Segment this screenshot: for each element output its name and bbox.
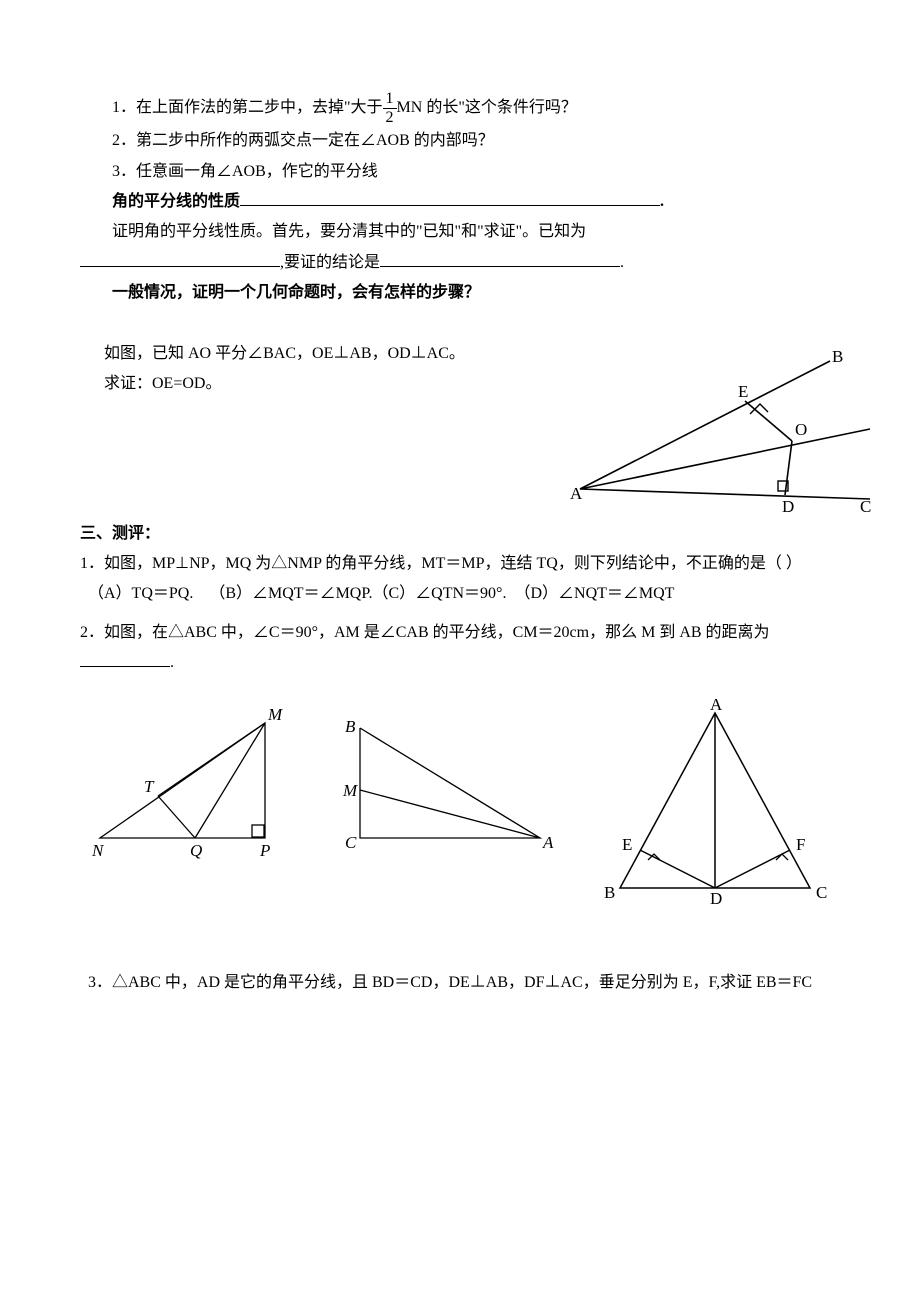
test-1-options: （A）TQ＝PQ. （B）∠MQT＝∠MQP.（C）∠QTN＝90°. （D）∠… (80, 579, 840, 609)
fr-A: A (710, 698, 723, 714)
fraction-half: 12 (383, 90, 397, 126)
property-title: 角的平分线的性质 (112, 193, 240, 210)
t1-text: 1．如图，MP⊥NP，MQ 为△NMP 的角平分线，MT＝MP，连结 TQ，则下… (80, 549, 802, 579)
property-explain-1: 证明角的平分线性质。首先，要分清其中的"已知"和"求证"。已知为 (80, 217, 840, 247)
frac-num: 1 (383, 90, 397, 109)
fig1-C: C (860, 497, 871, 516)
fl-N: N (91, 841, 105, 860)
fig1-E: E (738, 382, 748, 401)
property-explain-2-line: ,要证的结论是. (80, 248, 840, 278)
blank-conclusion (380, 250, 620, 267)
test-1: 1．如图，MP⊥NP，MQ 为△NMP 的角平分线，MT＝MP，连结 TQ，则下… (80, 549, 840, 579)
fl-M: M (267, 705, 283, 724)
fm-A: A (542, 833, 554, 852)
period: . (660, 193, 664, 210)
q1-part1: 1．在上面作法的第二步中，去掉"大于 (112, 99, 383, 116)
question-1: 1．在上面作法的第二步中，去掉"大于12MN 的长"这个条件行吗？ (80, 90, 840, 126)
fl-Q: Q (190, 841, 202, 860)
fr-C: C (816, 883, 827, 902)
general-question: 一般情况，证明一个几何命题时，会有怎样的步骤？ (80, 278, 840, 308)
blank-property (240, 189, 660, 206)
fr-F: F (796, 835, 805, 854)
svg-fig1: A B C D E O (560, 349, 880, 519)
fm-M: M (342, 781, 358, 800)
frac-den: 2 (383, 109, 397, 127)
section-3-title: 三、测评： (80, 519, 840, 549)
fm-B: B (345, 717, 356, 736)
figure-abcdef: A B C D E F (590, 698, 840, 908)
question-2: 2．第二步中所作的两弧交点一定在∠AOB 的内部吗？ (80, 126, 840, 156)
q1-part2: MN 的长"这个条件行吗？ (397, 99, 577, 116)
figure-bmca: B M C A (325, 698, 555, 868)
blank-known (80, 250, 280, 267)
figures-row: N Q P M T B M C A A B (80, 698, 840, 908)
t2-text-a: 2．如图，在△ABC 中，∠C＝90°，AM 是∠CAB 的平分线，CM＝20c… (80, 624, 770, 641)
figure-nqpm: N Q P M T (80, 698, 290, 868)
opt-a: （A）TQ＝PQ. (88, 585, 193, 602)
test-2: 2．如图，在△ABC 中，∠C＝90°，AM 是∠CAB 的平分线，CM＝20c… (80, 618, 840, 679)
fr-D: D (710, 889, 722, 908)
test-3: 3．△ABC 中，AD 是它的角平分线，且 BD＝CD，DE⊥AB，DF⊥AC，… (80, 968, 840, 998)
fig1-A: A (570, 484, 583, 503)
opt-d: （D）∠NQT＝∠MQT (514, 585, 674, 602)
explain-mid: ,要证的结论是 (280, 254, 380, 271)
fig1-D: D (782, 497, 794, 516)
fm-C: C (345, 833, 357, 852)
t2-text-b: . (170, 654, 174, 671)
fig1-O: O (795, 420, 807, 439)
fr-E: E (622, 835, 632, 854)
fl-P: P (259, 841, 270, 860)
opt-b: （B）∠MQT＝∠MQP. (209, 585, 372, 602)
opt-c: （C）∠QTN＝90°. (372, 585, 506, 602)
blank-t2 (80, 650, 170, 667)
figure-angle-bisector: A B C D E O (560, 349, 880, 519)
question-3: 3．任意画一角∠AOB，作它的平分线 (80, 157, 840, 187)
property-title-line: 角的平分线的性质. (80, 187, 840, 217)
fr-B: B (604, 883, 615, 902)
fl-T: T (144, 777, 155, 796)
period2: . (620, 254, 624, 271)
fig1-B: B (832, 349, 843, 366)
